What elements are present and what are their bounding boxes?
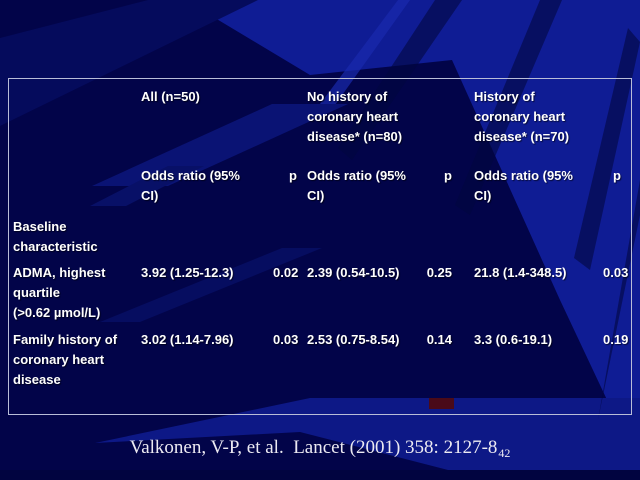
subheader-p-history: p	[613, 168, 621, 183]
group-header-no-history: No history of coronary heart disease* (n…	[307, 79, 474, 159]
subheader-odds-ratio-history: Odds ratio (95% CI)	[474, 168, 573, 203]
group-header-line: disease* (n=70)	[474, 129, 570, 144]
background-bright-fan	[185, 0, 640, 470]
value-adma-history-p: 0.03	[603, 265, 629, 280]
background-bottom-band	[95, 398, 640, 470]
slide-number: 42	[498, 446, 511, 460]
citation-text: Valkonen, V-P, et al. Lancet (2001) 358:…	[129, 437, 498, 458]
value-family-history-or: 3.3 (0.6-19.1)	[474, 332, 553, 347]
results-table: All (n=50) No history of coronary heart …	[8, 78, 632, 415]
citation: Valkonen, V-P, et al. Lancet (2001) 358:…	[0, 436, 640, 465]
results-table-grid: All (n=50) No history of coronary heart …	[9, 79, 631, 414]
group-header-line: coronary heart	[474, 109, 566, 124]
group-header-line: History of	[474, 89, 535, 104]
value-adma-history-or: 21.8 (1.4-348.5)	[474, 265, 567, 280]
value-adma-no-history-or: 2.39 (0.54-10.5)	[307, 265, 400, 280]
red-accent-shape	[429, 398, 454, 409]
value-family-history-p: 0.19	[603, 332, 629, 347]
group-header-history: History of coronary heart disease* (n=70…	[474, 79, 631, 159]
value-family-all-p: 0.03	[273, 332, 299, 347]
subheader-p-no-history: p	[444, 168, 452, 183]
group-header-line: coronary heart	[307, 109, 399, 124]
group-header-all: All (n=50)	[141, 79, 307, 159]
subheader-odds-ratio-all: Odds ratio (95% CI)	[141, 168, 240, 203]
value-family-no-history-p: 0.14	[426, 332, 452, 347]
subheader-odds-ratio-no-history: Odds ratio (95% CI)	[307, 168, 406, 203]
group-header-line: All (n=50)	[141, 89, 200, 104]
row-label-adma: ADMA, highest quartile (>0.62 µmol/L)	[13, 265, 106, 320]
group-header-line: disease* (n=80)	[307, 129, 403, 144]
row-label-family-history: Family history of coronary heart disease	[13, 332, 118, 387]
value-family-all-or: 3.02 (1.14-7.96)	[141, 332, 234, 347]
subheader-p-all: p	[289, 168, 297, 183]
value-family-no-history-or: 2.53 (0.75-8.54)	[307, 332, 400, 347]
row-header-baseline-characteristic: Baseline characteristic	[13, 219, 98, 254]
value-adma-no-history-p: 0.25	[426, 265, 452, 280]
group-header-line: No history of	[307, 89, 388, 104]
value-adma-all-p: 0.02	[273, 265, 299, 280]
value-adma-all-or: 3.92 (1.25-12.3)	[141, 265, 234, 280]
